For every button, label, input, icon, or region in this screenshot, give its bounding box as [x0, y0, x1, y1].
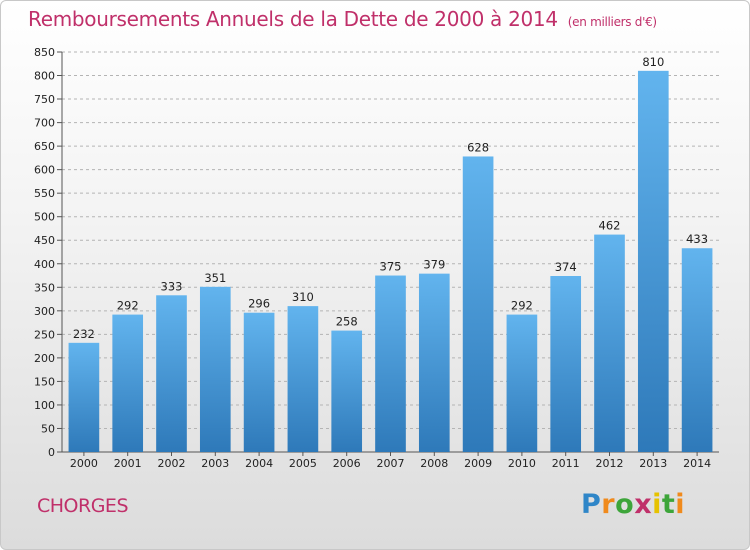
bar-2000	[68, 342, 100, 452]
x-tick-label-2001: 2001	[114, 457, 142, 470]
x-tick-label-2009: 2009	[464, 457, 492, 470]
y-tick-label-400: 400	[34, 258, 55, 271]
bar-2011	[550, 276, 582, 452]
y-tick-label-50: 50	[41, 422, 55, 435]
bar-2005	[287, 306, 319, 452]
x-tick-label-2004: 2004	[245, 457, 273, 470]
value-label-2005: 310	[292, 290, 314, 304]
y-tick-label-300: 300	[34, 305, 55, 318]
bar-2007	[375, 275, 406, 452]
value-label-2010: 292	[511, 299, 533, 313]
y-tick-label-500: 500	[34, 211, 55, 224]
y-tick-label-150: 150	[34, 375, 55, 388]
bar-2012	[594, 234, 625, 452]
x-tick-label-2003: 2003	[201, 457, 229, 470]
x-tick-label-2008: 2008	[420, 457, 448, 470]
y-tick-label-450: 450	[34, 234, 55, 247]
x-tick-label-2002: 2002	[158, 457, 186, 470]
value-label-2011: 374	[555, 260, 577, 274]
labels: 232 292 333 351 296 310 258 375 379 628 292 374 462 8…	[73, 55, 708, 341]
y-tick-label-700: 700	[34, 117, 55, 130]
chart-title: Remboursements Annuels de la Dette de 20…	[28, 7, 657, 31]
x-tick-label-2011: 2011	[552, 457, 580, 470]
bar-2008	[418, 273, 450, 452]
y-tick-label-750: 750	[34, 93, 55, 106]
commune-name: CHORGES	[37, 495, 129, 517]
y-tick-label-600: 600	[34, 164, 55, 177]
x-tick-label-2010: 2010	[508, 457, 536, 470]
y-tick-label-850: 850	[34, 46, 55, 59]
bar-2006	[331, 330, 363, 452]
proxiti-logo: Proxiti	[581, 489, 686, 520]
value-label-2009: 628	[467, 140, 489, 154]
bar-2009	[462, 156, 494, 452]
value-label-2012: 462	[599, 219, 621, 233]
bars	[68, 70, 713, 452]
bar-2014	[681, 248, 713, 452]
value-label-2000: 232	[73, 327, 95, 341]
value-label-2013: 810	[642, 55, 664, 69]
bar-2002	[156, 295, 187, 452]
bar-2001	[112, 314, 144, 452]
x-tick-label-2006: 2006	[333, 457, 361, 470]
bar-2013	[637, 70, 669, 452]
y-tick-label-200: 200	[34, 352, 55, 365]
value-label-2007: 375	[380, 260, 402, 274]
value-label-2008: 379	[423, 258, 445, 272]
value-label-2014: 433	[686, 232, 708, 246]
chart-title-text: Remboursements Annuels de la Dette de 20…	[28, 7, 558, 31]
x-tick-label-2000: 2000	[70, 457, 98, 470]
bar-2004	[243, 312, 275, 452]
bar-2010	[506, 314, 538, 452]
value-label-2004: 296	[248, 297, 270, 311]
value-label-2003: 351	[204, 271, 226, 285]
y-tick-label-350: 350	[34, 281, 55, 294]
value-label-2002: 333	[161, 279, 183, 293]
x-tick-label-2013: 2013	[639, 457, 667, 470]
bar-2003	[199, 286, 231, 452]
y-tick-label-650: 650	[34, 140, 55, 153]
x-tick-label-2005: 2005	[289, 457, 317, 470]
x-tick-label-2014: 2014	[683, 457, 711, 470]
chart-unit: (en milliers d'€)	[567, 15, 657, 29]
y-tick-label-800: 800	[34, 70, 55, 83]
y-tick-label-550: 550	[34, 187, 55, 200]
y-tick-label-250: 250	[34, 328, 55, 341]
y-tick-label-100: 100	[34, 399, 55, 412]
y-tick-label-0: 0	[48, 446, 55, 459]
value-label-2006: 258	[336, 315, 358, 329]
value-label-2001: 292	[117, 299, 139, 313]
x-tick-label-2012: 2012	[596, 457, 624, 470]
x-tick-label-2007: 2007	[377, 457, 405, 470]
